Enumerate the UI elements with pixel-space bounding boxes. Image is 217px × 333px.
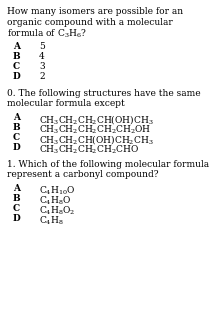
Text: 2: 2 — [39, 72, 45, 81]
Text: organic compound with a molecular: organic compound with a molecular — [7, 18, 172, 27]
Text: 5: 5 — [39, 42, 45, 51]
Text: C: C — [13, 62, 20, 71]
Text: B: B — [13, 52, 21, 61]
Text: 0. The following structures have the same: 0. The following structures have the sam… — [7, 89, 200, 98]
Text: C: C — [13, 204, 20, 213]
Text: $\mathregular{C_4H_8O}$: $\mathregular{C_4H_8O}$ — [39, 194, 71, 207]
Text: 1. Which of the following molecular formula: 1. Which of the following molecular form… — [7, 160, 209, 169]
Text: B: B — [13, 123, 21, 132]
Text: D: D — [13, 72, 21, 81]
Text: D: D — [13, 143, 21, 152]
Text: $\mathregular{CH_3CH_2CH_2CH_2CHO}$: $\mathregular{CH_3CH_2CH_2CH_2CHO}$ — [39, 143, 139, 156]
Text: $\mathregular{C_4H_8}$: $\mathregular{C_4H_8}$ — [39, 214, 64, 227]
Text: 3: 3 — [39, 62, 45, 71]
Text: A: A — [13, 42, 20, 51]
Text: $\mathregular{CH_3CH_2CH_2CH_2CH_2OH}$: $\mathregular{CH_3CH_2CH_2CH_2CH_2OH}$ — [39, 123, 151, 136]
Text: D: D — [13, 214, 21, 223]
Text: 4: 4 — [39, 52, 45, 61]
Text: A: A — [13, 113, 20, 122]
Text: molecular formula except: molecular formula except — [7, 99, 124, 108]
Text: $\mathregular{C_4H_{10}O}$: $\mathregular{C_4H_{10}O}$ — [39, 184, 75, 197]
Text: $\mathregular{C_4H_8O_2}$: $\mathregular{C_4H_8O_2}$ — [39, 204, 76, 217]
Text: $\mathregular{CH_3CH_2CH_2CH(OH)CH_3}$: $\mathregular{CH_3CH_2CH_2CH(OH)CH_3}$ — [39, 113, 154, 126]
Text: A: A — [13, 184, 20, 193]
Text: formula of $\mathregular{C_3H_6}$?: formula of $\mathregular{C_3H_6}$? — [7, 28, 86, 41]
Text: $\mathregular{CH_3CH_2CH(OH)CH_2CH_3}$: $\mathregular{CH_3CH_2CH(OH)CH_2CH_3}$ — [39, 133, 154, 146]
Text: represent a carbonyl compound?: represent a carbonyl compound? — [7, 170, 158, 179]
Text: How many isomers are possible for an: How many isomers are possible for an — [7, 7, 183, 16]
Text: B: B — [13, 194, 21, 203]
Text: C: C — [13, 133, 20, 142]
